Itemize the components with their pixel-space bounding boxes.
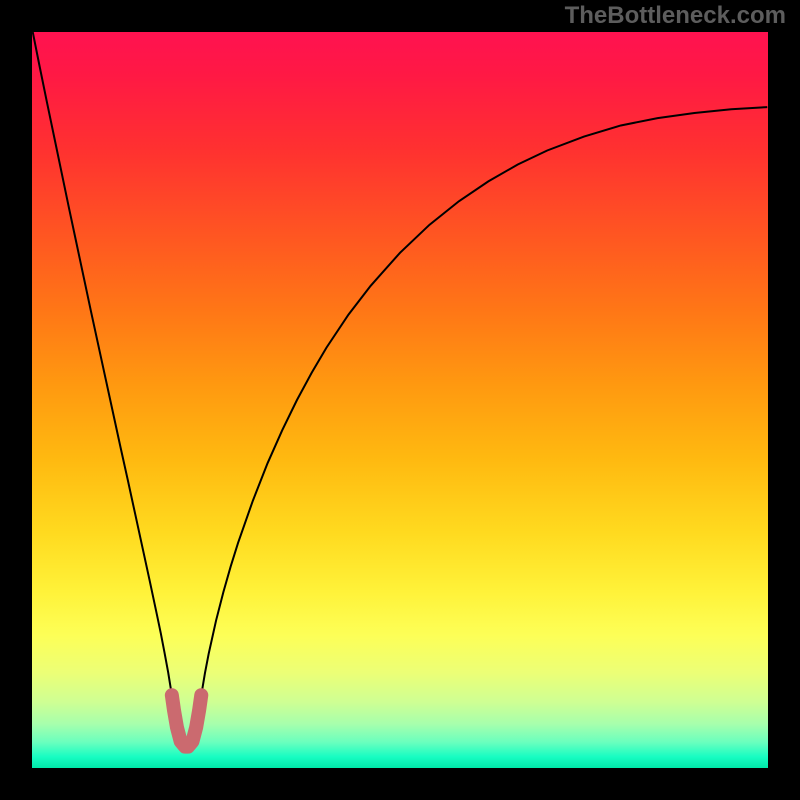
watermark-text: TheBottleneck.com	[565, 2, 786, 30]
chart-background	[32, 32, 768, 768]
chart-plot-area	[32, 32, 768, 768]
bottleneck-chart	[32, 32, 768, 768]
chart-outer-frame	[0, 0, 800, 800]
